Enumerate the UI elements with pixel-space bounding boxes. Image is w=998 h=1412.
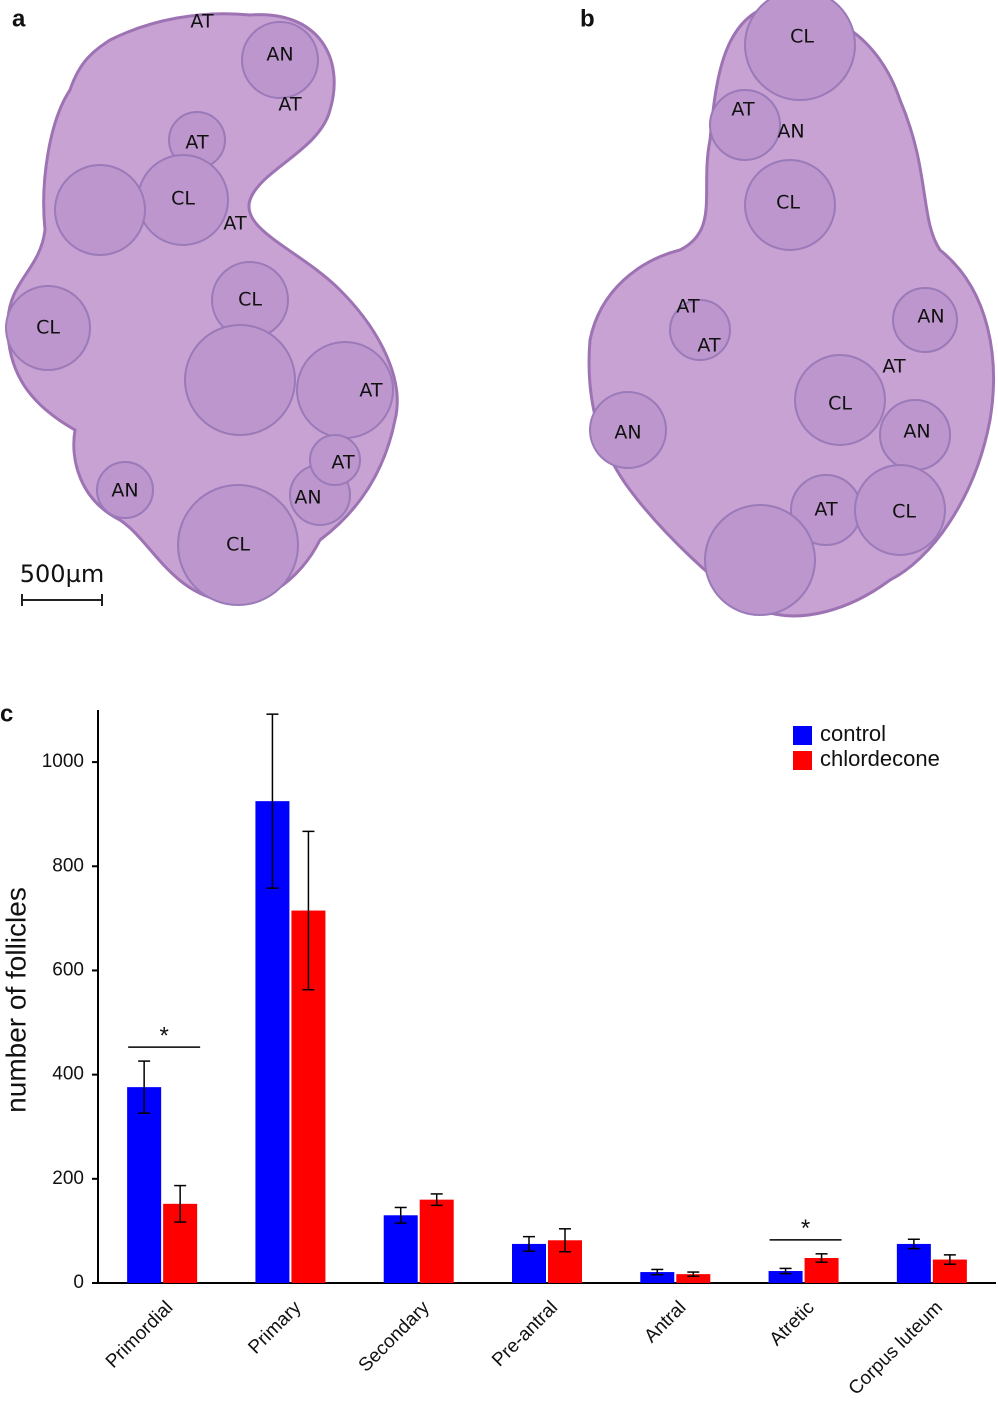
region-label: AN xyxy=(777,121,804,143)
y-tick-label: 200 xyxy=(52,1168,84,1189)
significance-star: * xyxy=(159,1022,168,1049)
scale-bar-label: 500µm xyxy=(20,560,104,588)
bar xyxy=(420,1200,454,1283)
region-label: CL xyxy=(776,192,800,214)
figure: 500µm a b c number of follicles AT AN AT AT… xyxy=(0,0,998,1412)
bar xyxy=(127,1087,161,1283)
region-label: CL xyxy=(36,317,60,339)
region-label: AT xyxy=(697,335,721,357)
region-label: CL xyxy=(828,393,852,415)
region-label: CL xyxy=(238,289,262,311)
x-tick-label: Atretic xyxy=(766,1297,819,1350)
region-label: AT xyxy=(676,296,700,318)
significance-star: * xyxy=(801,1215,810,1242)
x-tick-label: Primordial xyxy=(102,1297,177,1372)
region-label: AN xyxy=(111,480,138,502)
legend-label: chlordecone xyxy=(820,746,940,771)
region-label: AT xyxy=(278,94,302,116)
region-label: AT xyxy=(359,380,383,402)
y-tick-label: 0 xyxy=(73,1272,84,1293)
x-tick-label: Primary xyxy=(244,1297,305,1358)
legend-swatch xyxy=(793,751,812,770)
legend-swatch xyxy=(793,726,812,745)
y-tick-label: 600 xyxy=(52,959,84,980)
region-label: AN xyxy=(917,306,944,328)
region-label: AT xyxy=(190,11,214,33)
region-label: CL xyxy=(892,501,916,523)
bar xyxy=(384,1215,418,1283)
y-tick-label: 400 xyxy=(52,1064,84,1085)
region-label: AT xyxy=(223,213,247,235)
legend-label: control xyxy=(820,721,886,746)
y-axis-label: number of follicles xyxy=(0,887,31,1113)
region-label: AT xyxy=(331,452,355,474)
bar xyxy=(897,1244,931,1283)
region-label: CL xyxy=(790,26,814,48)
y-tick-label: 1000 xyxy=(42,751,84,772)
x-tick-label: Antral xyxy=(640,1297,690,1347)
x-tick-label: Secondary xyxy=(355,1297,434,1376)
region-label: AN xyxy=(266,44,293,66)
region-label: AN xyxy=(903,421,930,443)
panel-label: a xyxy=(12,5,26,32)
panel-label: b xyxy=(580,5,595,32)
region-label: AT xyxy=(814,499,838,521)
y-tick-label: 800 xyxy=(52,855,84,876)
region-label: AN xyxy=(294,487,321,509)
region-label: CL xyxy=(226,534,250,556)
panel-label: c xyxy=(0,700,13,727)
x-tick-label: Pre-antral xyxy=(488,1297,562,1371)
x-tick-label: Corpus luteum xyxy=(845,1297,947,1399)
region-label: AN xyxy=(614,422,641,444)
region-label: CL xyxy=(171,188,195,210)
region-label: AT xyxy=(185,132,209,154)
region-label: AT xyxy=(731,99,755,121)
region-label: AT xyxy=(882,356,906,378)
